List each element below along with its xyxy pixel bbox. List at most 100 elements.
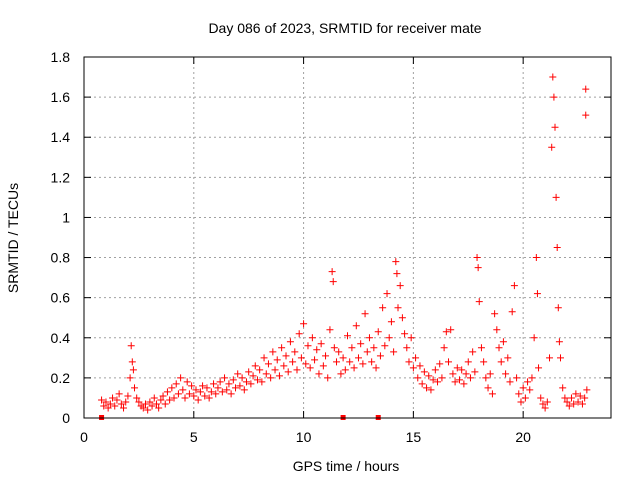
data-point: [344, 332, 351, 340]
data-point: [302, 360, 310, 368]
data-point: [535, 364, 543, 372]
data-point: [216, 378, 224, 386]
data-point: [502, 370, 510, 378]
data-point: [329, 278, 337, 286]
data-point: [163, 388, 171, 396]
data-point: [111, 402, 119, 410]
x-tick-label: 0: [80, 429, 88, 445]
data-point: [365, 334, 373, 342]
data-point: [127, 342, 135, 350]
data-point: [466, 374, 474, 382]
data-point: [262, 370, 270, 378]
data-point: [210, 380, 218, 388]
data-point: [155, 404, 163, 412]
y-tick-label: 0.4: [51, 330, 71, 346]
x-tick-label: 5: [190, 429, 198, 445]
data-point: [170, 394, 178, 402]
data-point: [376, 352, 384, 360]
data-point: [275, 372, 283, 380]
data-point: [315, 370, 323, 378]
data-point: [159, 392, 167, 400]
data-point: [199, 382, 207, 390]
data-point: [131, 384, 139, 392]
data-point: [242, 378, 250, 386]
data-point: [381, 342, 389, 350]
data-point: [161, 400, 169, 408]
data-point: [541, 404, 549, 412]
data-point: [190, 392, 198, 400]
data-point: [313, 346, 321, 354]
data-point: [453, 364, 461, 372]
data-point: [157, 396, 165, 404]
data-point: [361, 310, 369, 318]
chart-title: Day 086 of 2023, SRMTID for receiver mat…: [208, 20, 481, 36]
data-point: [135, 398, 143, 406]
data-point: [354, 354, 362, 362]
data-point: [194, 396, 202, 404]
y-tick-label: 1.4: [51, 129, 71, 145]
data-point: [324, 374, 332, 382]
data-point: [166, 396, 174, 404]
data-point: [133, 394, 141, 402]
data-point: [572, 390, 580, 398]
data-point: [510, 282, 518, 290]
data-point: [212, 390, 220, 398]
data-point: [581, 394, 589, 402]
data-point: [348, 344, 356, 352]
data-point: [576, 392, 584, 400]
data-point: [129, 366, 137, 374]
data-point: [563, 398, 571, 406]
data-point: [429, 376, 437, 384]
data-point: [238, 374, 246, 382]
data-point: [499, 338, 507, 346]
data-point: [168, 384, 176, 392]
data-point: [473, 254, 481, 262]
data-point: [396, 282, 404, 290]
data-point: [218, 388, 226, 396]
data-point: [423, 384, 431, 392]
data-point: [383, 290, 391, 298]
data-point: [552, 193, 560, 201]
data-point: [412, 354, 420, 362]
data-point: [260, 354, 268, 362]
data-point: [139, 404, 147, 412]
data-point: [407, 334, 415, 342]
data-point: [549, 73, 557, 81]
data-point: [521, 394, 529, 402]
data-point: [98, 396, 106, 404]
data-point: [447, 326, 455, 334]
data-point: [352, 322, 360, 330]
data-point: [567, 394, 575, 402]
data-point: [304, 342, 312, 350]
data-point: [330, 344, 338, 352]
data-point: [474, 264, 482, 272]
data-point: [337, 370, 345, 378]
data-point: [100, 402, 108, 410]
data-point: [416, 362, 424, 370]
data-point: [434, 378, 442, 386]
data-point: [583, 386, 591, 394]
data-point: [387, 318, 395, 326]
data-point: [374, 328, 382, 336]
data-point: [174, 390, 182, 398]
x-tick-label: 20: [515, 429, 531, 445]
data-point: [495, 344, 503, 352]
data-point: [306, 364, 314, 372]
data-point: [253, 376, 261, 384]
y-tick-label: 0.6: [51, 290, 71, 306]
data-point: [469, 348, 477, 356]
axis-ticks: 0 0.2 0.4 0.6 0.8 1 1.2 1.4 1.6 1.8 0 5 10 15 20: [51, 49, 611, 445]
data-point: [179, 386, 187, 394]
data-point: [328, 268, 336, 276]
data-point: [152, 400, 160, 408]
y-tick-label: 1.6: [51, 89, 71, 105]
data-point: [227, 390, 235, 398]
data-point: [124, 392, 132, 400]
data-point: [526, 386, 534, 394]
data-point: [537, 394, 545, 402]
data-point: [556, 354, 564, 362]
data-point: [519, 384, 527, 392]
data-point: [201, 392, 209, 400]
data-point: [126, 374, 134, 382]
